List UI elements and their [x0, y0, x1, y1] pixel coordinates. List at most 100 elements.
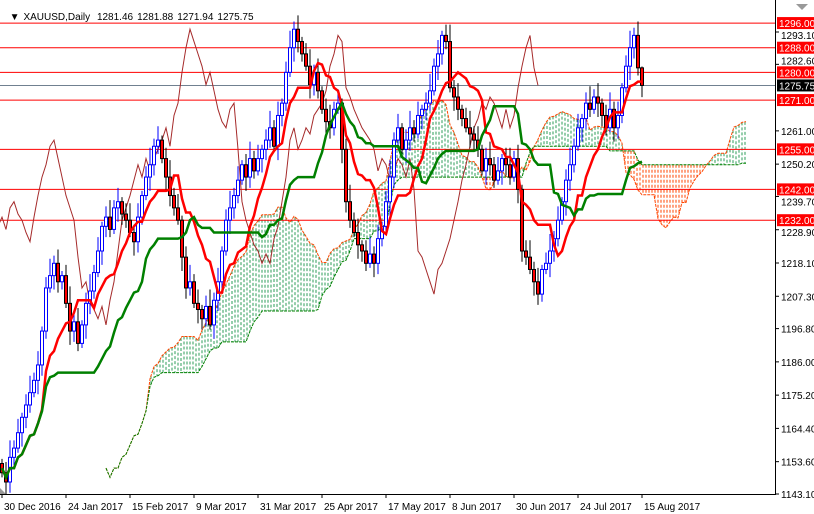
candle-body — [16, 432, 20, 449]
current-price-label-bg — [777, 79, 814, 92]
candle-body — [296, 28, 300, 43]
candle — [212, 292, 216, 339]
candle-body — [288, 47, 292, 73]
candle — [176, 194, 180, 225]
candle — [228, 190, 232, 235]
candle — [536, 267, 540, 305]
candle — [100, 221, 104, 265]
candle — [356, 218, 360, 259]
y-tick-label: 1153.60 — [781, 458, 814, 469]
candle — [92, 264, 96, 299]
candle — [272, 120, 276, 151]
candle-body — [60, 275, 64, 283]
candle-body — [64, 275, 68, 304]
candle — [16, 418, 20, 453]
candle-body — [56, 262, 60, 283]
candle — [632, 27, 636, 59]
candle-body — [556, 219, 560, 240]
candle-body — [452, 87, 456, 98]
candle-body — [632, 34, 636, 49]
x-tick-label: 24 Jan 2017 — [68, 502, 123, 513]
candle — [416, 101, 420, 139]
candle-body — [432, 65, 436, 92]
senkou-span-a-line — [105, 99, 747, 479]
candle-body — [448, 41, 452, 89]
candle-body — [20, 416, 24, 434]
candle — [472, 126, 476, 151]
candle — [528, 240, 532, 275]
candle — [52, 255, 56, 290]
candle-body — [540, 268, 544, 295]
candle — [440, 30, 444, 65]
candle-body — [424, 102, 428, 110]
candle — [444, 24, 448, 50]
candle — [492, 157, 496, 188]
tenkan-sen-line — [0, 61, 642, 481]
candle — [304, 43, 308, 71]
candle — [292, 21, 296, 62]
candle — [264, 129, 268, 161]
candle-body — [136, 216, 140, 243]
candle-body — [440, 34, 444, 55]
candle-body — [368, 253, 372, 264]
chart-shift-icon — [796, 4, 808, 10]
candle-body — [140, 195, 144, 218]
candle-body — [316, 71, 320, 92]
candle-body — [492, 164, 496, 181]
candle — [112, 200, 116, 235]
candle-body — [108, 216, 112, 230]
candle-body — [72, 321, 76, 332]
candle-body — [272, 127, 276, 147]
candle-body — [148, 164, 152, 178]
candle — [180, 215, 184, 272]
candle-body — [352, 219, 356, 234]
candle — [324, 98, 328, 136]
high-value: 1281.88 — [137, 12, 174, 23]
candle — [164, 147, 168, 191]
low-value: 1271.94 — [177, 12, 214, 23]
candle-body — [300, 41, 304, 55]
candle-body — [416, 114, 420, 135]
candle-body — [96, 250, 100, 274]
candle-body — [84, 302, 88, 326]
candle-body — [564, 179, 568, 203]
candle — [220, 246, 224, 290]
candle-body — [588, 102, 592, 110]
candle — [388, 160, 392, 216]
candle — [636, 21, 640, 76]
candle-body — [372, 253, 376, 264]
candle — [372, 246, 376, 278]
candle-body — [508, 164, 512, 178]
candle — [540, 264, 544, 302]
candle — [508, 147, 512, 185]
current-price-label: 1275.75 — [779, 81, 814, 92]
candle — [452, 80, 456, 111]
candle-body — [200, 309, 204, 320]
candle — [500, 153, 504, 185]
candle-body — [640, 67, 644, 86]
candle — [204, 295, 208, 327]
candle-body — [236, 179, 240, 197]
candle — [44, 277, 48, 339]
candle-body — [400, 127, 404, 150]
candle — [36, 351, 40, 395]
candle-body — [76, 321, 80, 344]
candle-body — [484, 158, 488, 172]
candle-body — [264, 139, 268, 150]
candle-body — [496, 170, 500, 181]
y-tick-label: 1261.00 — [781, 127, 814, 138]
candle-body — [596, 96, 600, 104]
candle — [344, 138, 348, 213]
level-label: 1296.00 — [779, 19, 814, 30]
candle — [136, 203, 140, 253]
candle-body — [232, 195, 236, 209]
candle-body — [436, 53, 440, 67]
level-label: 1232.00 — [779, 216, 814, 227]
candle-body — [404, 139, 408, 150]
triangle-down-icon[interactable]: ▼ — [9, 12, 20, 23]
candle — [364, 240, 368, 272]
candle — [72, 314, 76, 342]
candle-body — [0, 463, 4, 474]
shift-marker-icon — [0, 488, 6, 494]
